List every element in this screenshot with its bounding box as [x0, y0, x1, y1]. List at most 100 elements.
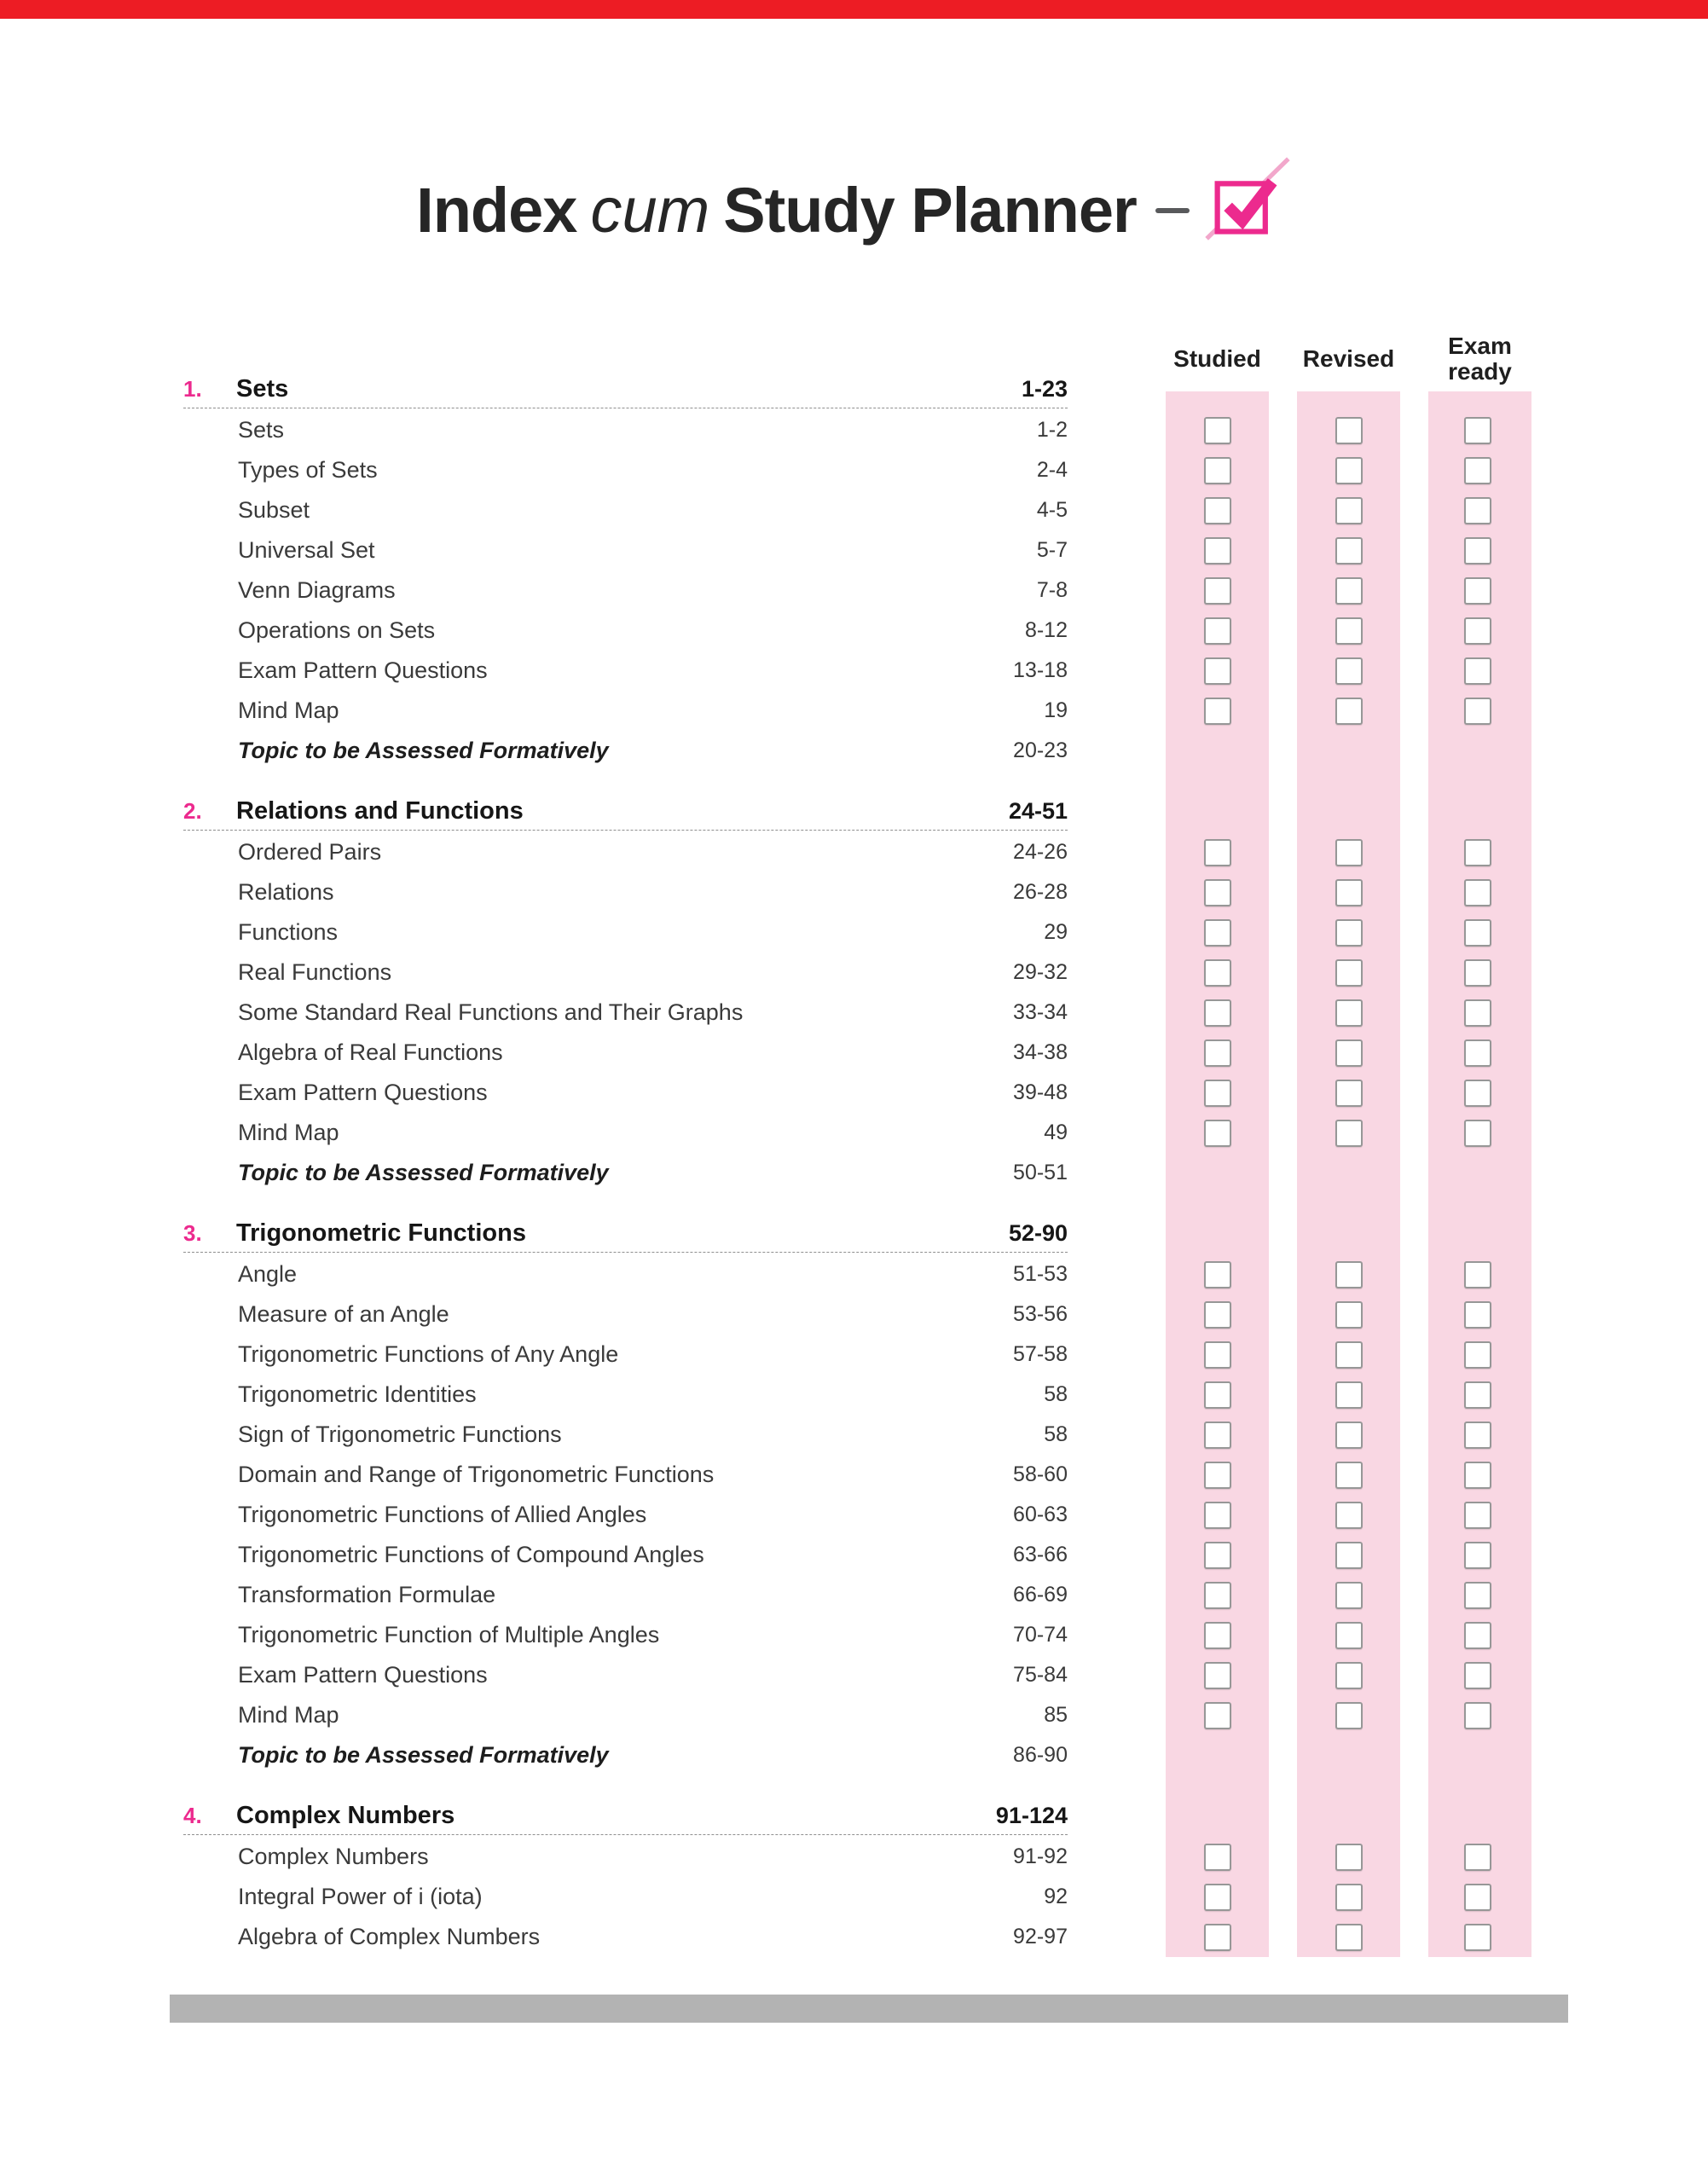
exam-ready-checkbox[interactable]	[1463, 1079, 1491, 1107]
studied-checkbox[interactable]	[1203, 958, 1231, 987]
topic-name: Algebra of Complex Numbers	[238, 1924, 541, 1949]
exam-ready-checkbox[interactable]	[1463, 416, 1491, 444]
studied-checkbox[interactable]	[1203, 536, 1231, 565]
revised-checkbox[interactable]	[1335, 1119, 1363, 1147]
studied-checkbox[interactable]	[1203, 1661, 1231, 1689]
exam-ready-checkbox[interactable]	[1463, 1260, 1491, 1288]
revised-checkbox[interactable]	[1335, 1381, 1363, 1409]
studied-checkbox[interactable]	[1203, 617, 1231, 645]
exam-ready-checkbox[interactable]	[1463, 1923, 1491, 1951]
revised-checkbox[interactable]	[1335, 617, 1363, 645]
studied-checkbox[interactable]	[1203, 1381, 1231, 1409]
studied-checkbox[interactable]	[1203, 456, 1231, 484]
studied-checkbox[interactable]	[1203, 1541, 1231, 1569]
revised-checkbox[interactable]	[1335, 1843, 1363, 1871]
revised-checkbox[interactable]	[1335, 1260, 1363, 1288]
exam-ready-checkbox[interactable]	[1463, 1340, 1491, 1369]
revised-checkbox[interactable]	[1335, 496, 1363, 524]
revised-checkbox[interactable]	[1335, 838, 1363, 866]
exam-ready-checkbox[interactable]	[1463, 496, 1491, 524]
revised-checkbox[interactable]	[1335, 1421, 1363, 1449]
revised-checkbox[interactable]	[1335, 878, 1363, 906]
topic-page-range: 51-53	[1013, 1262, 1068, 1286]
studied-checkbox[interactable]	[1203, 1701, 1231, 1729]
exam-ready-checkbox[interactable]	[1463, 878, 1491, 906]
topic-name: Exam Pattern Questions	[238, 657, 488, 683]
studied-checkbox[interactable]	[1203, 1883, 1231, 1911]
studied-checkbox[interactable]	[1203, 657, 1231, 685]
exam-ready-checkbox[interactable]	[1463, 1701, 1491, 1729]
revised-checkbox[interactable]	[1335, 1541, 1363, 1569]
revised-checkbox[interactable]	[1335, 1461, 1363, 1489]
topic-page-range: 24-26	[1013, 840, 1068, 864]
studied-checkbox[interactable]	[1203, 1079, 1231, 1107]
studied-checkbox[interactable]	[1203, 1260, 1231, 1288]
studied-checkbox[interactable]	[1203, 918, 1231, 947]
exam-ready-checkbox[interactable]	[1463, 1300, 1491, 1329]
revised-checkbox[interactable]	[1335, 416, 1363, 444]
studied-checkbox[interactable]	[1203, 1039, 1231, 1067]
revised-checkbox[interactable]	[1335, 536, 1363, 565]
topic-page-range: 26-28	[1013, 880, 1068, 904]
exam-ready-checkbox[interactable]	[1463, 617, 1491, 645]
studied-checkbox[interactable]	[1203, 697, 1231, 725]
studied-checkbox[interactable]	[1203, 416, 1231, 444]
revised-checkbox[interactable]	[1335, 576, 1363, 605]
exam-ready-checkbox[interactable]	[1463, 1501, 1491, 1529]
revised-checkbox[interactable]	[1335, 1661, 1363, 1689]
studied-checkbox[interactable]	[1203, 999, 1231, 1027]
revised-checkbox[interactable]	[1335, 1621, 1363, 1649]
studied-checkbox[interactable]	[1203, 576, 1231, 605]
topic-row: Transformation Formulae 66-69	[183, 1575, 1529, 1615]
revised-checkbox[interactable]	[1335, 1501, 1363, 1529]
studied-checkbox[interactable]	[1203, 1461, 1231, 1489]
studied-checkbox[interactable]	[1203, 1421, 1231, 1449]
revised-checkbox[interactable]	[1335, 456, 1363, 484]
exam-ready-checkbox[interactable]	[1463, 1541, 1491, 1569]
studied-checkbox[interactable]	[1203, 1581, 1231, 1609]
revised-checkbox[interactable]	[1335, 958, 1363, 987]
exam-ready-checkbox[interactable]	[1463, 1883, 1491, 1911]
revised-checkbox[interactable]	[1335, 657, 1363, 685]
exam-ready-checkbox[interactable]	[1463, 838, 1491, 866]
exam-ready-checkbox[interactable]	[1463, 657, 1491, 685]
exam-ready-checkbox[interactable]	[1463, 576, 1491, 605]
studied-checkbox[interactable]	[1203, 496, 1231, 524]
exam-ready-checkbox[interactable]	[1463, 1381, 1491, 1409]
exam-ready-checkbox[interactable]	[1463, 1421, 1491, 1449]
revised-checkbox[interactable]	[1335, 1300, 1363, 1329]
studied-checkbox[interactable]	[1203, 838, 1231, 866]
revised-checkbox[interactable]	[1335, 1581, 1363, 1609]
exam-ready-checkbox[interactable]	[1463, 999, 1491, 1027]
exam-ready-checkbox[interactable]	[1463, 1621, 1491, 1649]
studied-checkbox[interactable]	[1203, 1501, 1231, 1529]
revised-checkbox[interactable]	[1335, 1039, 1363, 1067]
revised-checkbox[interactable]	[1335, 1923, 1363, 1951]
exam-ready-checkbox[interactable]	[1463, 1039, 1491, 1067]
revised-checkbox[interactable]	[1335, 1701, 1363, 1729]
exam-ready-checkbox[interactable]	[1463, 958, 1491, 987]
exam-ready-checkbox[interactable]	[1463, 1843, 1491, 1871]
exam-ready-checkbox[interactable]	[1463, 697, 1491, 725]
studied-checkbox[interactable]	[1203, 1843, 1231, 1871]
studied-checkbox[interactable]	[1203, 1340, 1231, 1369]
studied-checkbox[interactable]	[1203, 1621, 1231, 1649]
exam-ready-checkbox[interactable]	[1463, 1119, 1491, 1147]
revised-checkbox[interactable]	[1335, 918, 1363, 947]
revised-checkbox[interactable]	[1335, 1883, 1363, 1911]
exam-ready-checkbox[interactable]	[1463, 1461, 1491, 1489]
revised-checkbox[interactable]	[1335, 1079, 1363, 1107]
exam-ready-checkbox[interactable]	[1463, 1581, 1491, 1609]
studied-checkbox[interactable]	[1203, 1300, 1231, 1329]
studied-checkbox[interactable]	[1203, 1119, 1231, 1147]
revised-checkbox[interactable]	[1335, 1340, 1363, 1369]
exam-ready-checkbox[interactable]	[1463, 536, 1491, 565]
studied-checkbox[interactable]	[1203, 1923, 1231, 1951]
studied-checkbox[interactable]	[1203, 878, 1231, 906]
exam-ready-checkbox[interactable]	[1463, 918, 1491, 947]
revised-checkbox[interactable]	[1335, 999, 1363, 1027]
exam-ready-checkbox[interactable]	[1463, 456, 1491, 484]
topic-name: Exam Pattern Questions	[238, 1080, 488, 1105]
revised-checkbox[interactable]	[1335, 697, 1363, 725]
exam-ready-checkbox[interactable]	[1463, 1661, 1491, 1689]
